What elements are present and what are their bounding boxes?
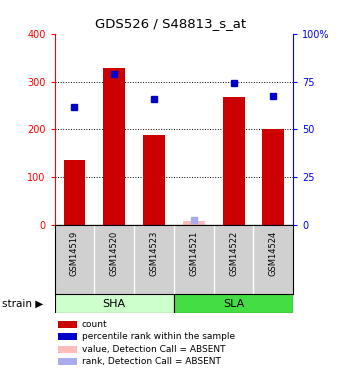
Text: SHA: SHA xyxy=(103,299,126,309)
Text: GSM14523: GSM14523 xyxy=(149,231,159,276)
Bar xyxy=(223,97,244,225)
Bar xyxy=(63,160,85,225)
Bar xyxy=(103,68,125,225)
Bar xyxy=(174,294,293,313)
Text: GSM14521: GSM14521 xyxy=(189,231,198,276)
Text: value, Detection Call = ABSENT: value, Detection Call = ABSENT xyxy=(82,345,225,354)
Text: percentile rank within the sample: percentile rank within the sample xyxy=(82,332,235,341)
Bar xyxy=(55,294,174,313)
Text: GSM14519: GSM14519 xyxy=(70,231,79,276)
Text: strain ▶: strain ▶ xyxy=(2,299,43,309)
Text: GSM14522: GSM14522 xyxy=(229,231,238,276)
Bar xyxy=(183,221,205,225)
Bar xyxy=(263,129,284,225)
Text: rank, Detection Call = ABSENT: rank, Detection Call = ABSENT xyxy=(82,357,221,366)
Text: SLA: SLA xyxy=(223,299,244,309)
Bar xyxy=(143,135,165,225)
Text: GSM14524: GSM14524 xyxy=(269,231,278,276)
Text: count: count xyxy=(82,320,107,329)
Text: GSM14520: GSM14520 xyxy=(110,231,119,276)
Text: GDS526 / S48813_s_at: GDS526 / S48813_s_at xyxy=(95,17,246,30)
